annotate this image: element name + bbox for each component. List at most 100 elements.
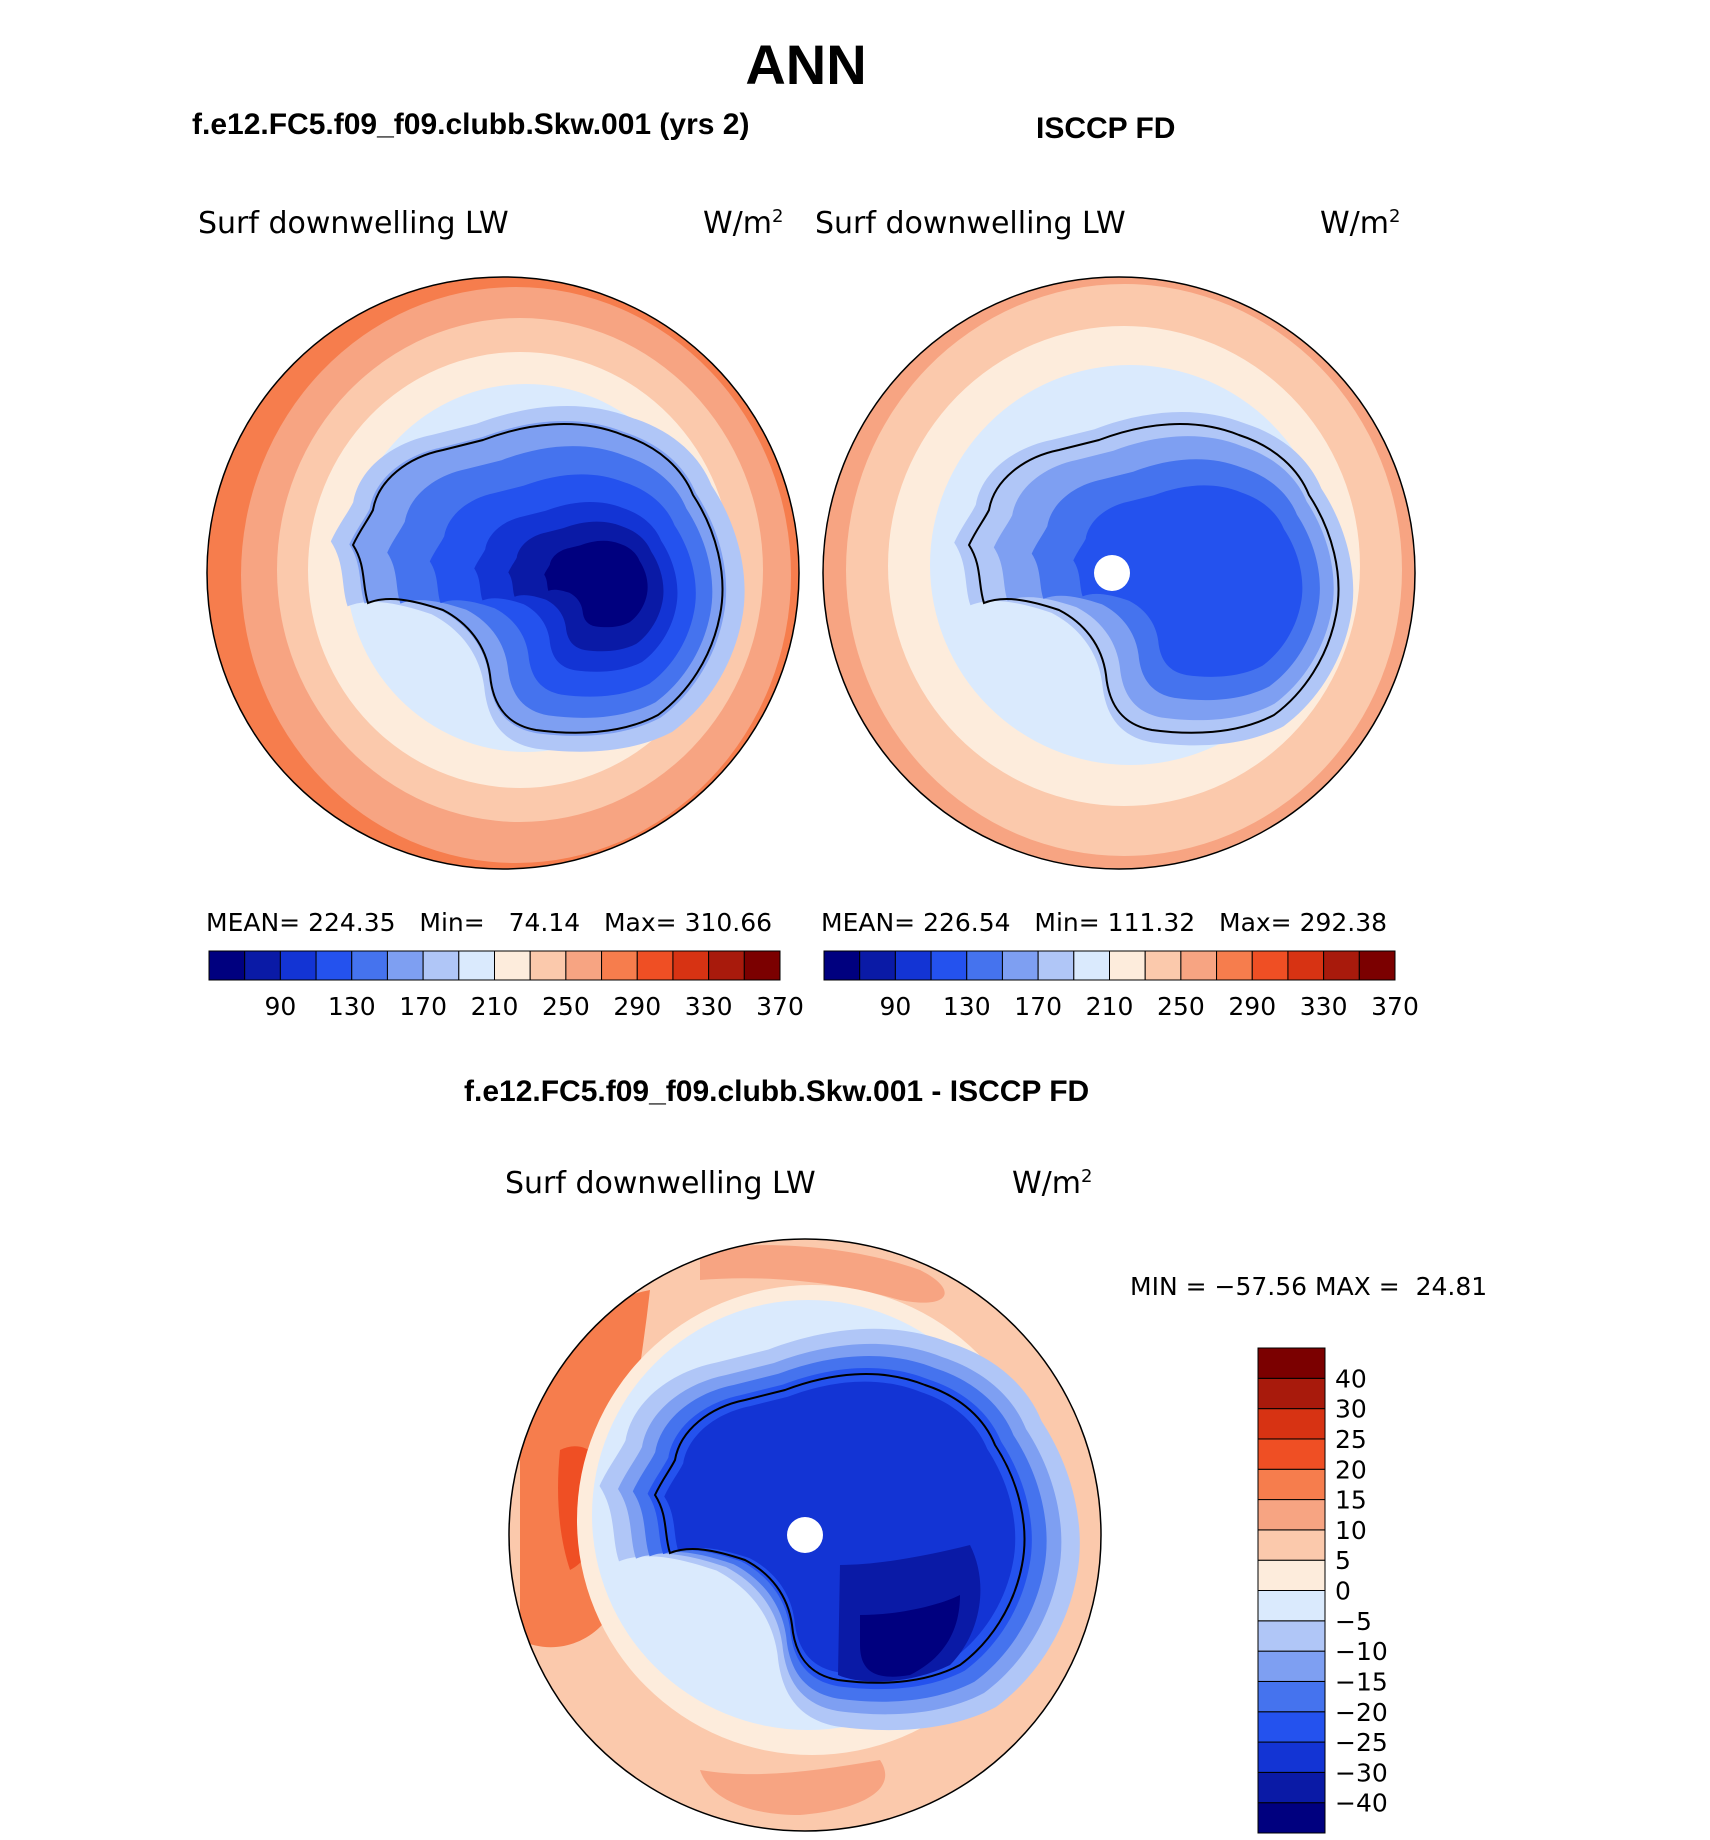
model-colorbar-swatch — [743, 950, 781, 981]
obs-min-label: Min= — [1034, 908, 1100, 937]
model-mean-value: 224.35 — [308, 908, 396, 937]
obs-colorbar-swatch — [859, 950, 896, 981]
model-colorbar-tick-label: 250 — [542, 992, 590, 1021]
season-title: ANN — [745, 33, 867, 96]
diff-colorbar-tick-label: 15 — [1335, 1486, 1367, 1515]
diff-min-eq: = — [1185, 1272, 1207, 1301]
model-variable-label: Surf downwelling LW — [198, 206, 509, 241]
diff-colorbar-swatch — [1257, 1590, 1326, 1622]
obs-colorbar-swatch — [1001, 950, 1039, 981]
obs-colorbar-swatch — [894, 950, 932, 981]
obs-colorbar-tick-label: 290 — [1228, 992, 1276, 1021]
obs-min-value: 111.32 — [1107, 908, 1196, 937]
diff-colorbar-swatch — [1257, 1468, 1326, 1501]
model-colorbar-tick-label: 170 — [399, 992, 447, 1021]
diff-colorbar-swatch — [1257, 1771, 1326, 1804]
model-colorbar-swatch — [708, 950, 745, 981]
obs-colorbar-swatch — [930, 950, 968, 981]
diff-colorbar-swatch — [1257, 1680, 1326, 1713]
obs-colorbar-tick-label: 250 — [1157, 992, 1205, 1021]
obs-colorbar-swatch — [1109, 950, 1146, 981]
obs-colorbar-tick-label: 370 — [1371, 992, 1419, 1021]
diff-colorbar-tick-label: −5 — [1335, 1607, 1372, 1636]
diff-colorbar-swatch — [1257, 1620, 1326, 1652]
obs-case-title: ISCCP FD — [1036, 112, 1176, 145]
diff-units-label: W/m2 — [1012, 1166, 1092, 1201]
obs-stats: MEAN= 226.54 Min= 111.32 Max= 292.38 — [821, 908, 1387, 937]
diff-colorbar-tick-label: 25 — [1335, 1425, 1367, 1454]
model-colorbar-tick-label: 130 — [328, 992, 376, 1021]
diff-colorbar-tick-label: 10 — [1335, 1516, 1367, 1545]
diff-colorbar-swatch — [1257, 1408, 1326, 1440]
diff-min-label: MIN — [1130, 1272, 1178, 1301]
obs-colorbar-swatch — [966, 950, 1003, 981]
obs-colorbar-swatch — [1323, 950, 1360, 981]
obs-mean-label: MEAN= — [821, 908, 916, 937]
model-max-label: Max= — [603, 908, 677, 937]
diff-max-value: 24.81 — [1415, 1272, 1488, 1301]
obs-colorbar-swatch — [1037, 950, 1075, 981]
obs-colorbar-swatch — [1073, 950, 1110, 981]
diff-colorbar-tick-label: 20 — [1335, 1455, 1367, 1484]
obs-colorbar-tick-label: 210 — [1086, 992, 1134, 1021]
obs-colorbar-swatch — [1251, 950, 1289, 981]
model-units-text: W/m — [703, 206, 772, 241]
diff-max-eq: = — [1378, 1272, 1400, 1301]
diff-colorbar-swatch — [1257, 1438, 1326, 1470]
obs-polar-map — [823, 277, 1415, 869]
obs-colorbar: 90 130 170 210 250 290 330 370 — [823, 950, 1419, 1021]
diff-colorbar-swatch — [1257, 1741, 1326, 1773]
model-colorbar-swatch — [315, 950, 353, 981]
model-mean-label: MEAN= — [206, 908, 301, 937]
model-colorbar-swatch — [244, 950, 281, 981]
model-colorbar-tick-label: 210 — [471, 992, 519, 1021]
diff-colorbar-tick-label: −10 — [1335, 1637, 1388, 1666]
model-min-label: Min= — [419, 908, 485, 937]
model-units-label: W/m2 — [703, 206, 783, 241]
model-colorbar-tick-label: 330 — [685, 992, 733, 1021]
model-units-exponent: 2 — [772, 206, 784, 227]
diff-colorbar-tick-label: 5 — [1335, 1546, 1351, 1575]
model-polar-map — [207, 277, 799, 869]
diff-colorbar-swatch — [1257, 1802, 1326, 1834]
obs-variable-label: Surf downwelling LW — [815, 206, 1126, 241]
diff-polar-map — [509, 1239, 1101, 1831]
model-colorbar-swatch — [351, 950, 388, 981]
model-colorbar-swatch — [529, 950, 567, 981]
model-colorbar-swatch — [458, 950, 495, 981]
model-colorbar-swatch — [279, 950, 317, 981]
obs-colorbar-swatch — [1216, 950, 1253, 981]
obs-colorbar-tick-label: 90 — [879, 992, 911, 1021]
diff-units-text: W/m — [1012, 1166, 1081, 1201]
model-colorbar-swatch — [208, 950, 246, 981]
diff-min-value: −57.56 — [1214, 1272, 1308, 1301]
diff-colorbar-swatch — [1257, 1377, 1326, 1410]
model-stats: MEAN= 224.35 Min= 74.14 Max= 310.66 — [206, 908, 772, 937]
diff-colorbar-swatch — [1257, 1529, 1326, 1561]
model-colorbar-swatch — [386, 950, 424, 981]
diff-units-exponent: 2 — [1081, 1166, 1093, 1187]
diff-colorbar-swatch — [1257, 1559, 1326, 1591]
model-colorbar-swatch — [601, 950, 638, 981]
model-colorbar-swatch — [422, 950, 460, 981]
diff-colorbar-tick-label: −30 — [1335, 1758, 1388, 1787]
model-colorbar-tick-label: 370 — [756, 992, 804, 1021]
model-max-value: 310.66 — [684, 908, 773, 937]
diff-colorbar-swatch — [1257, 1499, 1326, 1531]
obs-max-label: Max= — [1219, 908, 1292, 937]
diff-colorbar-tick-label: 30 — [1335, 1395, 1367, 1424]
diff-colorbar-tick-label: −15 — [1335, 1667, 1388, 1696]
model-colorbar-tick-label: 290 — [613, 992, 661, 1021]
diff-colorbar-tick-label: −40 — [1335, 1789, 1388, 1818]
model-colorbar-tick-label: 90 — [264, 992, 296, 1021]
obs-units-exponent: 2 — [1389, 206, 1401, 227]
obs-colorbar-swatch — [1180, 950, 1218, 981]
obs-colorbar-swatch — [823, 950, 861, 981]
model-colorbar-swatch — [565, 950, 603, 981]
diff-colorbar-tick-label: 40 — [1335, 1364, 1367, 1393]
obs-units-text: W/m — [1320, 206, 1389, 241]
diff-stats: MIN = −57.56 MAX = 24.81 — [1130, 1272, 1487, 1301]
diff-colorbar-swatch — [1257, 1347, 1326, 1379]
